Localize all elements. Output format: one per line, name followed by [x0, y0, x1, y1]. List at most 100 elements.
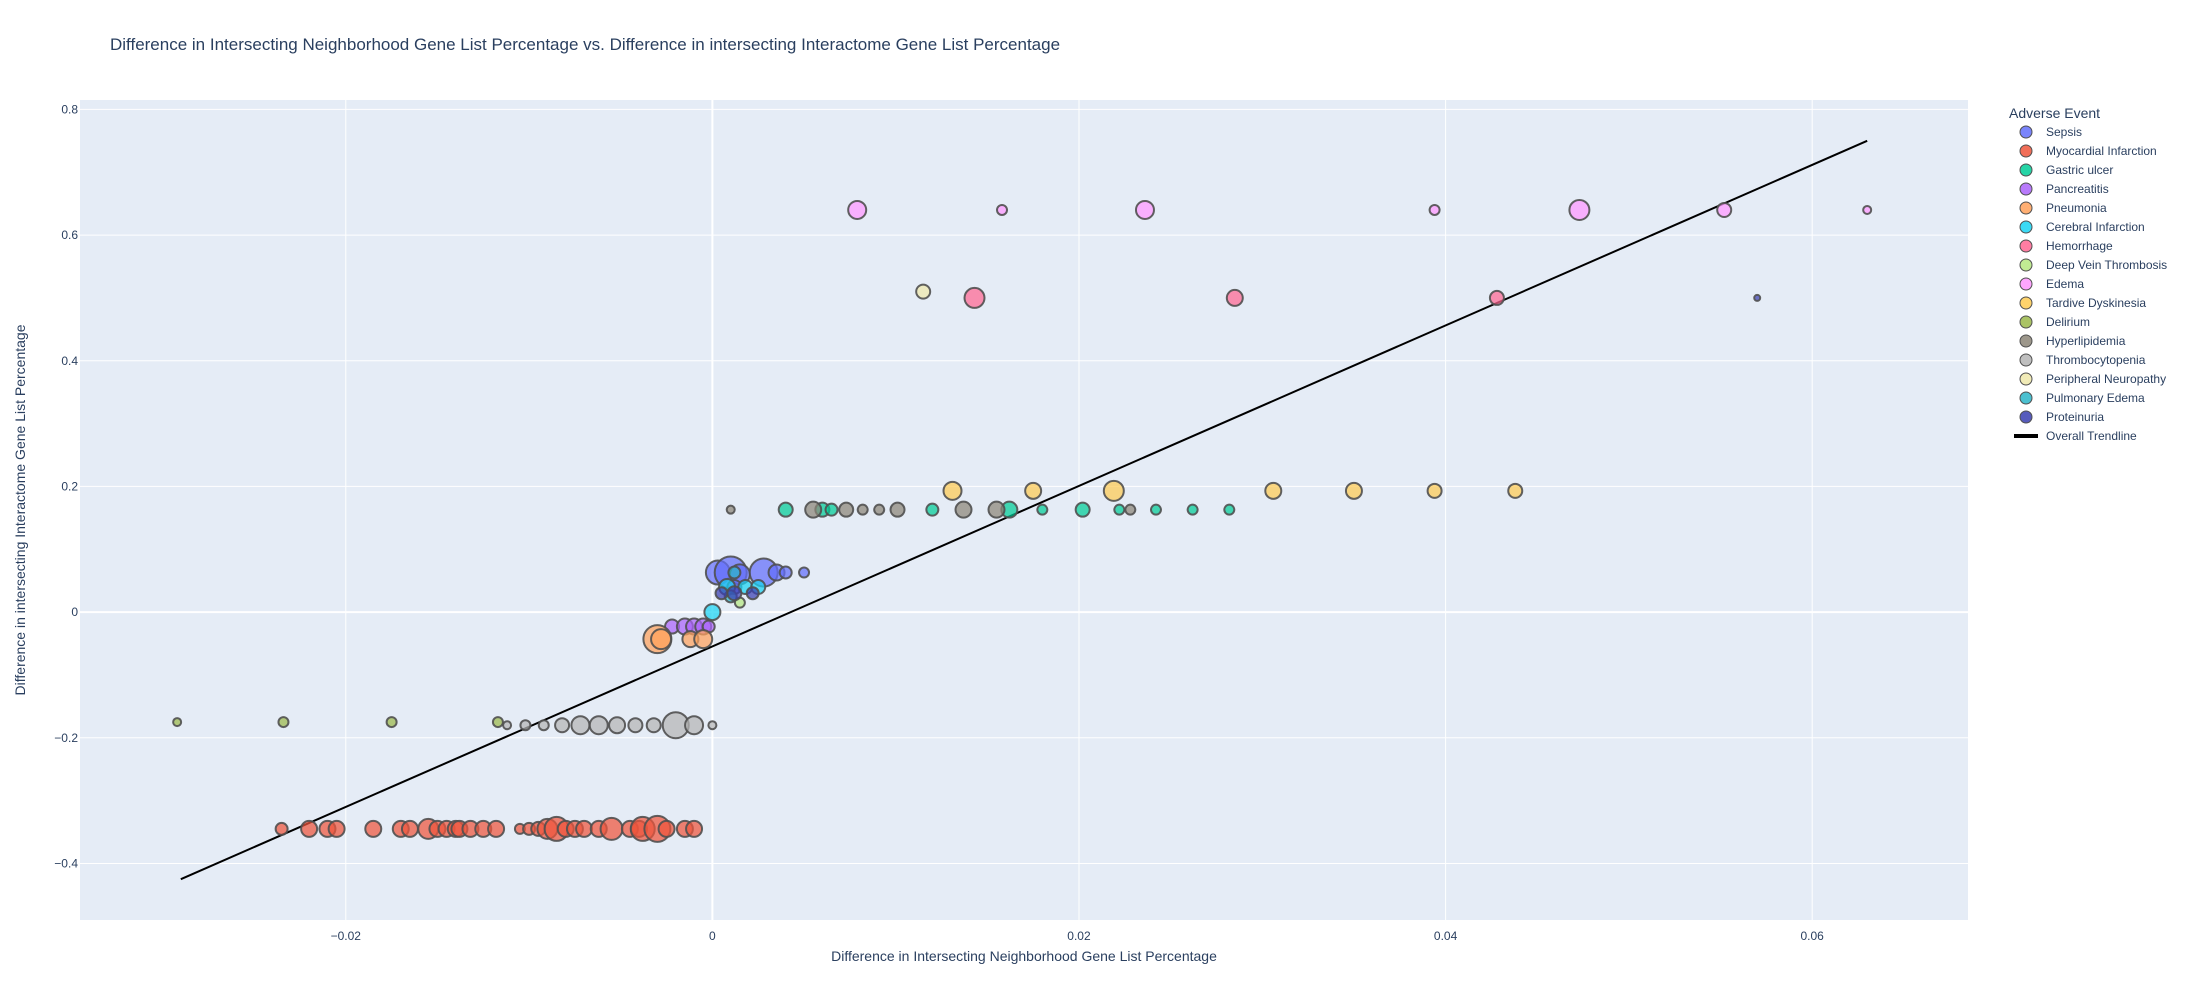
point-hyperlipidemia[interactable]	[873, 503, 886, 516]
legend-label-tardive-dyskinesia[interactable]: Tardive Dyskinesia	[2046, 296, 2146, 310]
point-thrombocytopenia[interactable]	[588, 715, 609, 736]
legend-label-peripheral-neuropathy[interactable]: Peripheral Neuropathy	[2046, 372, 2166, 386]
legend-label-pneumonia[interactable]: Pneumonia	[2046, 201, 2107, 215]
point-hyperlipidemia[interactable]	[838, 501, 855, 518]
legend[interactable]: Adverse Event Sepsis Myocardial Infarctio…	[2009, 105, 2167, 443]
point-edema[interactable]	[1862, 204, 1873, 215]
point-myocardial-infarction[interactable]	[599, 816, 624, 841]
legend-label-thrombocytopenia[interactable]: Thrombocytopenia	[2046, 353, 2146, 367]
point-edema[interactable]	[1428, 203, 1441, 216]
point-pneumonia[interactable]	[650, 628, 673, 651]
point-hyperlipidemia[interactable]	[725, 504, 736, 515]
point-gastric-ulcer[interactable]	[1113, 503, 1126, 516]
point-proteinuria[interactable]	[1753, 293, 1762, 302]
point-thrombocytopenia[interactable]	[627, 717, 644, 734]
legend-marker-proteinuria[interactable]	[2019, 410, 2033, 424]
point-gastric-ulcer[interactable]	[1149, 503, 1162, 516]
point-tardive-dyskinesia[interactable]	[1264, 481, 1283, 500]
point-edema[interactable]	[1134, 199, 1155, 220]
legend-marker-pneumonia[interactable]	[2019, 201, 2033, 215]
point-thrombocytopenia[interactable]	[537, 719, 550, 732]
legend-marker-hyperlipidemia[interactable]	[2019, 334, 2033, 348]
legend-label-edema[interactable]: Edema	[2046, 277, 2084, 291]
point-sepsis[interactable]	[798, 566, 811, 579]
point-thrombocytopenia[interactable]	[502, 720, 513, 731]
point-edema[interactable]	[847, 199, 868, 220]
legend-label-sepsis[interactable]: Sepsis	[2046, 125, 2082, 139]
legend-label-gastric-ulcer[interactable]: Gastric ulcer	[2046, 163, 2113, 177]
point-thrombocytopenia[interactable]	[684, 715, 705, 736]
point-hemorrhage[interactable]	[1225, 288, 1244, 307]
legend-label-deep-vein-thrombosis[interactable]: Deep Vein Thrombosis	[2046, 258, 2167, 272]
point-thrombocytopenia[interactable]	[645, 717, 662, 734]
point-gastric-ulcer[interactable]	[1036, 503, 1049, 516]
point-proteinuria[interactable]	[726, 585, 743, 602]
point-sepsis[interactable]	[778, 565, 793, 580]
overall-trendline[interactable]	[180, 139, 1868, 881]
point-thrombocytopenia[interactable]	[554, 717, 571, 734]
point-hyperlipidemia[interactable]	[856, 503, 869, 516]
point-gastric-ulcer[interactable]	[824, 502, 839, 517]
legend-marker-pancreatitis[interactable]	[2019, 182, 2033, 196]
point-myocardial-infarction[interactable]	[657, 819, 676, 838]
legend-label-delirium[interactable]: Delirium	[2046, 315, 2090, 329]
point-delirium[interactable]	[385, 716, 398, 729]
point-tardive-dyskinesia[interactable]	[1344, 481, 1363, 500]
point-edema[interactable]	[996, 203, 1009, 216]
point-gastric-ulcer[interactable]	[1223, 503, 1236, 516]
point-hemorrhage[interactable]	[963, 286, 986, 309]
point-thrombocytopenia[interactable]	[707, 720, 718, 731]
point-myocardial-infarction[interactable]	[487, 819, 506, 838]
legend-marker-peripheral-neuropathy[interactable]	[2019, 372, 2033, 386]
point-pneumonia[interactable]	[693, 629, 714, 650]
legend-label-trendline[interactable]: Overall Trendline	[2046, 429, 2137, 443]
legend-label-proteinuria[interactable]: Proteinuria	[2046, 410, 2104, 424]
point-thrombocytopenia[interactable]	[519, 719, 532, 732]
point-hyperlipidemia[interactable]	[804, 500, 823, 519]
point-edema[interactable]	[1568, 198, 1591, 221]
point-hyperlipidemia[interactable]	[987, 500, 1006, 519]
point-tardive-dyskinesia[interactable]	[1102, 479, 1125, 502]
point-gastric-ulcer[interactable]	[925, 502, 940, 517]
legend-marker-sepsis[interactable]	[2019, 125, 2033, 139]
legend-label-myocardial-infarction[interactable]: Myocardial Infarction	[2046, 144, 2157, 158]
point-proteinuria[interactable]	[745, 586, 760, 601]
legend-marker-delirium[interactable]	[2019, 315, 2033, 329]
point-myocardial-infarction[interactable]	[364, 819, 383, 838]
point-edema[interactable]	[1716, 201, 1733, 218]
point-myocardial-infarction[interactable]	[327, 819, 346, 838]
point-hyperlipidemia[interactable]	[889, 501, 906, 518]
legend-marker-hemorrhage[interactable]	[2019, 239, 2033, 253]
point-peripheral-neuropathy[interactable]	[915, 283, 932, 300]
point-tardive-dyskinesia[interactable]	[1426, 482, 1443, 499]
point-myocardial-infarction[interactable]	[685, 819, 704, 838]
point-pulmonary-edema[interactable]	[727, 565, 742, 580]
legend-label-hemorrhage[interactable]: Hemorrhage	[2046, 239, 2113, 253]
legend-label-cerebral-infarction[interactable]: Cerebral Infarction	[2046, 220, 2145, 234]
point-myocardial-infarction[interactable]	[575, 819, 594, 838]
point-tardive-dyskinesia[interactable]	[1024, 481, 1043, 500]
point-tardive-dyskinesia[interactable]	[1507, 482, 1524, 499]
legend-marker-deep-vein-thrombosis[interactable]	[2019, 258, 2033, 272]
point-myocardial-infarction[interactable]	[274, 821, 289, 836]
point-gastric-ulcer[interactable]	[1074, 501, 1091, 518]
legend-marker-gastric-ulcer[interactable]	[2019, 163, 2033, 177]
legend-marker-thrombocytopenia[interactable]	[2019, 353, 2033, 367]
legend-label-pancreatitis[interactable]: Pancreatitis	[2046, 182, 2109, 196]
legend-marker-tardive-dyskinesia[interactable]	[2019, 296, 2033, 310]
legend-marker-cerebral-infarction[interactable]	[2019, 220, 2033, 234]
legend-marker-pulmonary-edema[interactable]	[2019, 391, 2033, 405]
point-delirium[interactable]	[491, 716, 504, 729]
point-delirium[interactable]	[172, 717, 183, 728]
point-tardive-dyskinesia[interactable]	[942, 480, 963, 501]
legend-marker-myocardial-infarction[interactable]	[2019, 144, 2033, 158]
point-hemorrhage[interactable]	[1488, 289, 1505, 306]
point-gastric-ulcer[interactable]	[777, 501, 794, 518]
point-delirium[interactable]	[277, 716, 290, 729]
legend-label-hyperlipidemia[interactable]: Hyperlipidemia	[2046, 334, 2126, 348]
point-thrombocytopenia[interactable]	[608, 716, 627, 735]
legend-marker-edema[interactable]	[2019, 277, 2033, 291]
point-hyperlipidemia[interactable]	[1124, 503, 1137, 516]
point-hyperlipidemia[interactable]	[954, 500, 973, 519]
legend-label-pulmonary-edema[interactable]: Pulmonary Edema	[2046, 391, 2145, 405]
